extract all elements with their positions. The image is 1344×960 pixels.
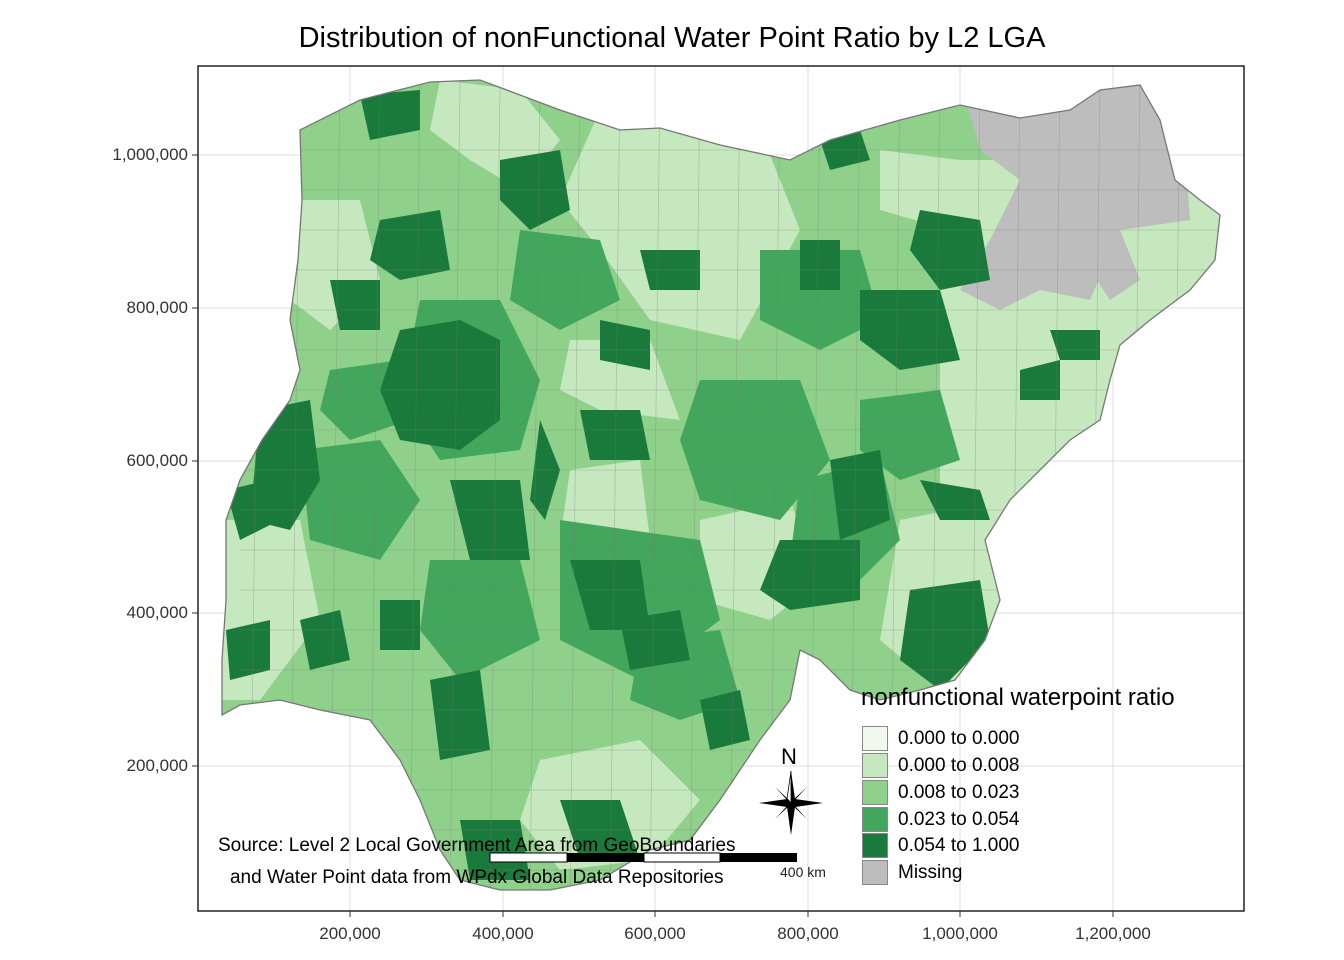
north-label: N [781, 744, 797, 769]
legend-swatch [862, 860, 888, 885]
legend-swatch [862, 833, 888, 858]
y-tick-label: 400,000 [126, 603, 188, 622]
x-tick-label: 200,000 [319, 924, 381, 943]
y-tick-label: 800,000 [126, 298, 188, 317]
panel-border [197, 65, 1245, 912]
legend-item: Missing [862, 859, 962, 886]
legend-label: 0.000 to 0.008 [898, 754, 1020, 776]
y-tick-label: 600,000 [126, 451, 188, 470]
y-tick-label: 200,000 [126, 756, 188, 775]
legend-label: 0.000 to 0.000 [898, 727, 1020, 749]
x-tick-label: 600,000 [624, 924, 686, 943]
x-tick-label: 1,200,000 [1075, 924, 1151, 943]
scale-bar [489, 852, 797, 863]
legend-swatch [862, 780, 888, 805]
legend-item: 0.008 to 0.023 [862, 779, 1020, 806]
legend-item: 0.054 to 1.000 [862, 832, 1020, 859]
y-tick-label: 1,000,000 [112, 145, 188, 164]
legend-swatch [862, 753, 888, 778]
legend-swatch [862, 726, 888, 751]
x-tick-label: 400,000 [472, 924, 534, 943]
legend-swatch [862, 807, 888, 832]
chart-title: Distribution of nonFunctional Water Poin… [298, 22, 1046, 54]
source-caption: Source: Level 2 Local Government Area fr… [218, 830, 736, 894]
x-tick-label: 1,000,000 [922, 924, 998, 943]
legend-label: Missing [898, 861, 963, 883]
legend-label: 0.023 to 0.054 [898, 808, 1020, 830]
north-arrow-icon [759, 770, 823, 835]
legend-item: 0.023 to 0.054 [862, 806, 1020, 833]
legend-item: 0.000 to 0.000 [862, 725, 1020, 752]
scale-bar-units: 400 km [780, 864, 826, 880]
legend-label: 0.054 to 1.000 [898, 834, 1020, 856]
country-outline [221, 79, 1221, 891]
caption-line-1: Source: Level 2 Local Government Area fr… [218, 835, 736, 856]
caption-line-2: and Water Point data from WPdx Global Da… [229, 867, 724, 888]
x-tick-label: 800,000 [777, 924, 839, 943]
lga-regions [222, 80, 1220, 890]
legend-item: 0.000 to 0.008 [862, 752, 1020, 779]
legend-label: 0.008 to 0.023 [898, 781, 1020, 803]
legend-title: nonfunctional waterpoint ratio [861, 684, 1175, 711]
tick-marks [192, 154, 1114, 917]
